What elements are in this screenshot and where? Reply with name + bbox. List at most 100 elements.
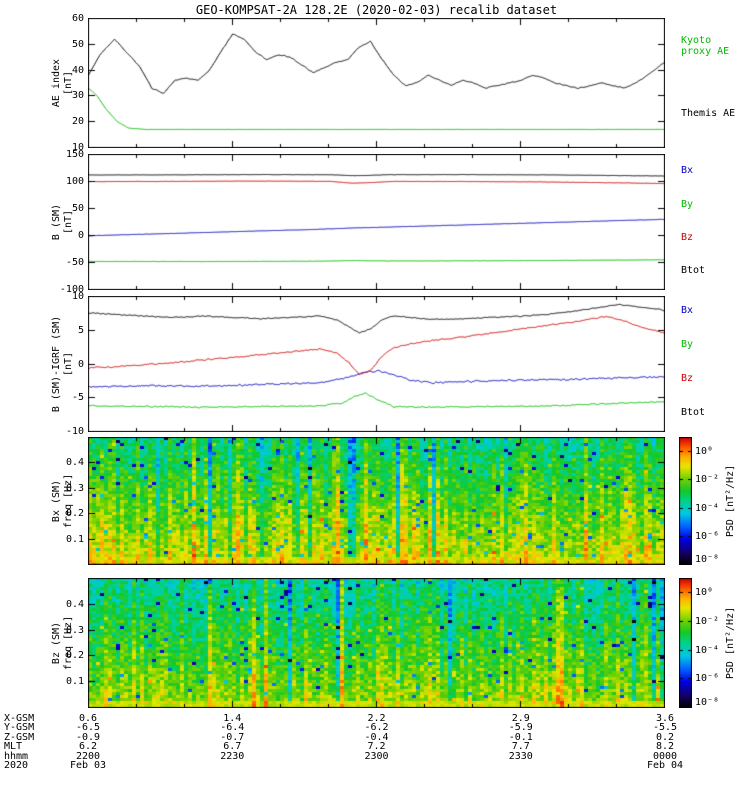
y-tick-label: 0 bbox=[77, 358, 84, 370]
y-axis-title-line: AE index bbox=[51, 58, 62, 108]
y-axis-title-line: [nT] bbox=[63, 209, 74, 235]
bx-spectrogram-canvas bbox=[88, 437, 665, 565]
colorbar-tick-label: 10⁰ bbox=[695, 446, 714, 458]
y-tick-label: -10 bbox=[65, 426, 84, 437]
y-tick-label: 0.3 bbox=[65, 624, 84, 636]
colorbar-tick-label: 10⁻² bbox=[695, 616, 720, 627]
y-axis-title-line: freq [Hz] bbox=[63, 615, 74, 671]
bottom-axis-value: 2300 bbox=[364, 750, 389, 762]
legend-label: By bbox=[681, 338, 694, 350]
legend-label: Themis AE bbox=[681, 107, 736, 119]
y-tick-label: 50 bbox=[71, 38, 84, 50]
y-tick-label: -100 bbox=[59, 284, 84, 295]
y-tick-label: 0.3 bbox=[65, 482, 84, 494]
colorbar-tick-label: 10⁻⁶ bbox=[695, 673, 720, 685]
bottom-axis-value: 2230 bbox=[220, 750, 245, 762]
bottom-axis-value: 7.7 bbox=[511, 741, 530, 753]
bottom-axis-value: -6.2 bbox=[364, 722, 389, 734]
legend-label: Bz bbox=[681, 372, 694, 384]
b-sm-plot-canvas bbox=[88, 154, 665, 290]
bottom-axis-row-label: X-GSM bbox=[4, 713, 35, 724]
bottom-axis-value: 1.4 bbox=[223, 713, 242, 724]
y-tick-label: 60 bbox=[71, 13, 84, 24]
bottom-axis-value: 6.2 bbox=[78, 741, 98, 753]
y-tick-label: 10 bbox=[71, 291, 84, 302]
colorbar-title-text: PSD [nT²/Hz] bbox=[725, 464, 736, 538]
y-tick-label: 0.2 bbox=[65, 650, 84, 662]
y-axis-title-line: B (SM) bbox=[51, 203, 62, 241]
colorbar-tick-label: 10⁻⁴ bbox=[695, 644, 720, 656]
figure-title: GEO-KOMPSAT-2A 128.2E (2020-02-03) recal… bbox=[195, 3, 558, 17]
bottom-axis-value: -6.5 bbox=[75, 722, 101, 734]
legend-label: Btot bbox=[681, 264, 706, 276]
y-tick-label: 5 bbox=[77, 324, 84, 336]
y-tick-label: 0 bbox=[77, 230, 84, 241]
bottom-axis-value: -5.9 bbox=[508, 722, 533, 734]
bottom-axis-value: 2.9 bbox=[511, 713, 530, 724]
y-tick-label: 0.4 bbox=[65, 457, 84, 469]
y-axis-title-line: Bx (SM) bbox=[51, 479, 62, 523]
colorbar-title-text: PSD [nT²/Hz] bbox=[725, 606, 736, 680]
bottom-axis-row-label: Y-GSM bbox=[4, 722, 35, 734]
y-axis-title-line: [nT] bbox=[63, 70, 74, 96]
bottom-axis-value: 0000 bbox=[652, 750, 678, 762]
ae-index-plot-canvas bbox=[88, 18, 665, 148]
colorbar-tick-label: 10⁻⁸ bbox=[695, 554, 720, 565]
y-tick-label: -50 bbox=[65, 257, 84, 268]
colorbar-title: PSD [nT²/Hz] bbox=[725, 607, 737, 679]
bottom-axis-row-label: hhmm bbox=[4, 750, 29, 762]
legend-label: Kyoto bbox=[681, 35, 712, 47]
y-axis-title-line: Bz (SM) bbox=[51, 621, 62, 665]
y-axis-title: B (SM) [nT] bbox=[51, 204, 75, 240]
bottom-axis-row-label: MLT bbox=[4, 741, 23, 753]
bottom-axis-value: 8.2 bbox=[655, 741, 675, 753]
y-axis-title-line: freq [Hz] bbox=[63, 473, 74, 529]
colorbar-title: PSD [nT²/Hz] bbox=[725, 465, 737, 537]
legend-label: proxy AE bbox=[681, 46, 730, 58]
bottom-axis-value: -0.4 bbox=[364, 731, 389, 743]
bottom-axis-value: Feb 03 bbox=[69, 760, 107, 771]
colorbar-tick-label: 10⁻² bbox=[695, 474, 720, 486]
colorbar-tick-label: 10⁻⁸ bbox=[695, 697, 720, 708]
y-tick-label: 10 bbox=[71, 142, 84, 153]
y-tick-label: 0.1 bbox=[65, 533, 84, 545]
y-tick-label: 0.2 bbox=[65, 508, 84, 520]
y-tick-label: 100 bbox=[65, 176, 84, 187]
bottom-axis-value: 2.2 bbox=[367, 713, 386, 724]
bottom-axis-value: 3.6 bbox=[655, 713, 675, 724]
bottom-axis-value: -0.7 bbox=[220, 731, 245, 743]
y-tick-label: 20 bbox=[71, 116, 84, 128]
colorbar-tick-label: 10⁰ bbox=[695, 587, 714, 599]
psd-colorbar-canvas bbox=[679, 578, 692, 708]
colorbar-tick-label: 10⁻⁴ bbox=[695, 502, 720, 514]
bottom-axis-value: 2200 bbox=[75, 750, 101, 762]
y-axis-title: Bz (SM) freq [Hz] bbox=[51, 616, 75, 670]
bottom-axis-value: 7.2 bbox=[367, 741, 386, 753]
y-tick-label: 0.4 bbox=[65, 598, 84, 610]
bottom-axis-value: -0.1 bbox=[508, 731, 533, 743]
y-tick-label: 40 bbox=[71, 64, 84, 76]
b-sm-minus-igrf-plot-canvas bbox=[88, 296, 665, 432]
bottom-axis-value: 6.7 bbox=[223, 741, 242, 753]
y-tick-label: 0.1 bbox=[65, 676, 84, 688]
y-tick-label: -5 bbox=[71, 392, 84, 404]
bottom-axis-row-label: 2020 bbox=[4, 760, 29, 771]
y-tick-label: 150 bbox=[65, 149, 84, 160]
y-axis-title-line: [nT] bbox=[63, 351, 74, 377]
legend-label: Bz bbox=[681, 231, 694, 243]
bottom-axis-value: -0.9 bbox=[75, 731, 101, 743]
bottom-axis-value: 0.6 bbox=[78, 713, 98, 724]
bottom-axis-value: -6.4 bbox=[220, 722, 245, 734]
bottom-axis-value: Feb 04 bbox=[646, 760, 684, 771]
legend-label: Bx bbox=[681, 304, 694, 316]
bottom-axis-row-label: Z-GSM bbox=[4, 731, 35, 743]
y-axis-title: B (SM)-IGRF (SM) [nT] bbox=[51, 316, 75, 412]
y-tick-label: 30 bbox=[71, 90, 84, 102]
y-tick-label: 50 bbox=[71, 203, 84, 214]
y-axis-title-line: B (SM)-IGRF (SM) bbox=[51, 315, 62, 413]
bottom-axis-value: 0.2 bbox=[655, 731, 675, 743]
legend-label: Bx bbox=[681, 165, 694, 177]
bz-spectrogram-canvas bbox=[88, 578, 665, 708]
bottom-axis-value: 2330 bbox=[508, 750, 533, 762]
